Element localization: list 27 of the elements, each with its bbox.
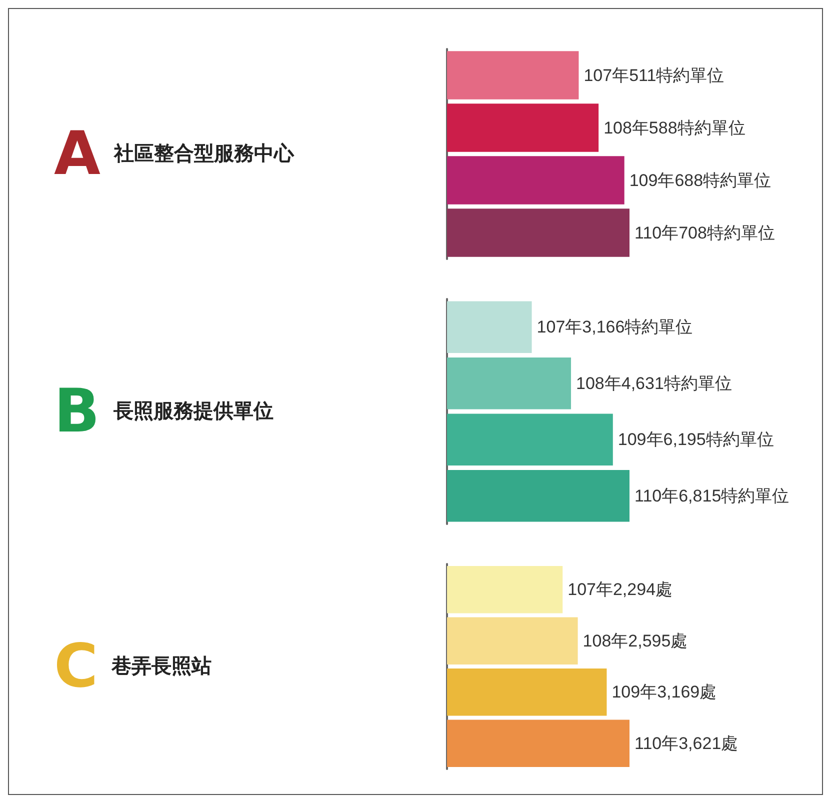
bar (447, 668, 607, 716)
data-label: 108年588特約單位 (604, 118, 746, 138)
data-label: 109年3,169處 (612, 682, 717, 702)
bar (447, 414, 613, 466)
bar (447, 301, 532, 353)
data-label: 107年2,294處 (568, 580, 673, 600)
data-label: 108年2,595處 (582, 631, 688, 650)
bar (447, 720, 630, 767)
bar (447, 156, 624, 204)
data-label: 107年511特約單位 (584, 66, 724, 85)
bar (447, 104, 599, 152)
bar (447, 470, 630, 522)
text: C 巷弄長照站 (54, 632, 212, 702)
text: B 長照服務提供單位 (54, 376, 274, 446)
data-label: 109年6,195特約單位 (618, 430, 774, 450)
data-label: 110年3,621處 (634, 734, 738, 753)
bar (447, 208, 630, 257)
text: A 社區整合型服務中心 (54, 119, 295, 189)
data-label: 108年4,631特約單位 (576, 374, 732, 393)
bar (447, 51, 579, 100)
bar (447, 566, 563, 614)
data-label: 109年688特約單位 (629, 170, 772, 190)
data-label: 110年6,815特約單位 (634, 486, 790, 506)
bar (447, 617, 578, 664)
bar (447, 358, 572, 410)
data-label: 110年708特約單位 (634, 223, 775, 242)
data-label: 107年3,166特約單位 (536, 318, 693, 337)
